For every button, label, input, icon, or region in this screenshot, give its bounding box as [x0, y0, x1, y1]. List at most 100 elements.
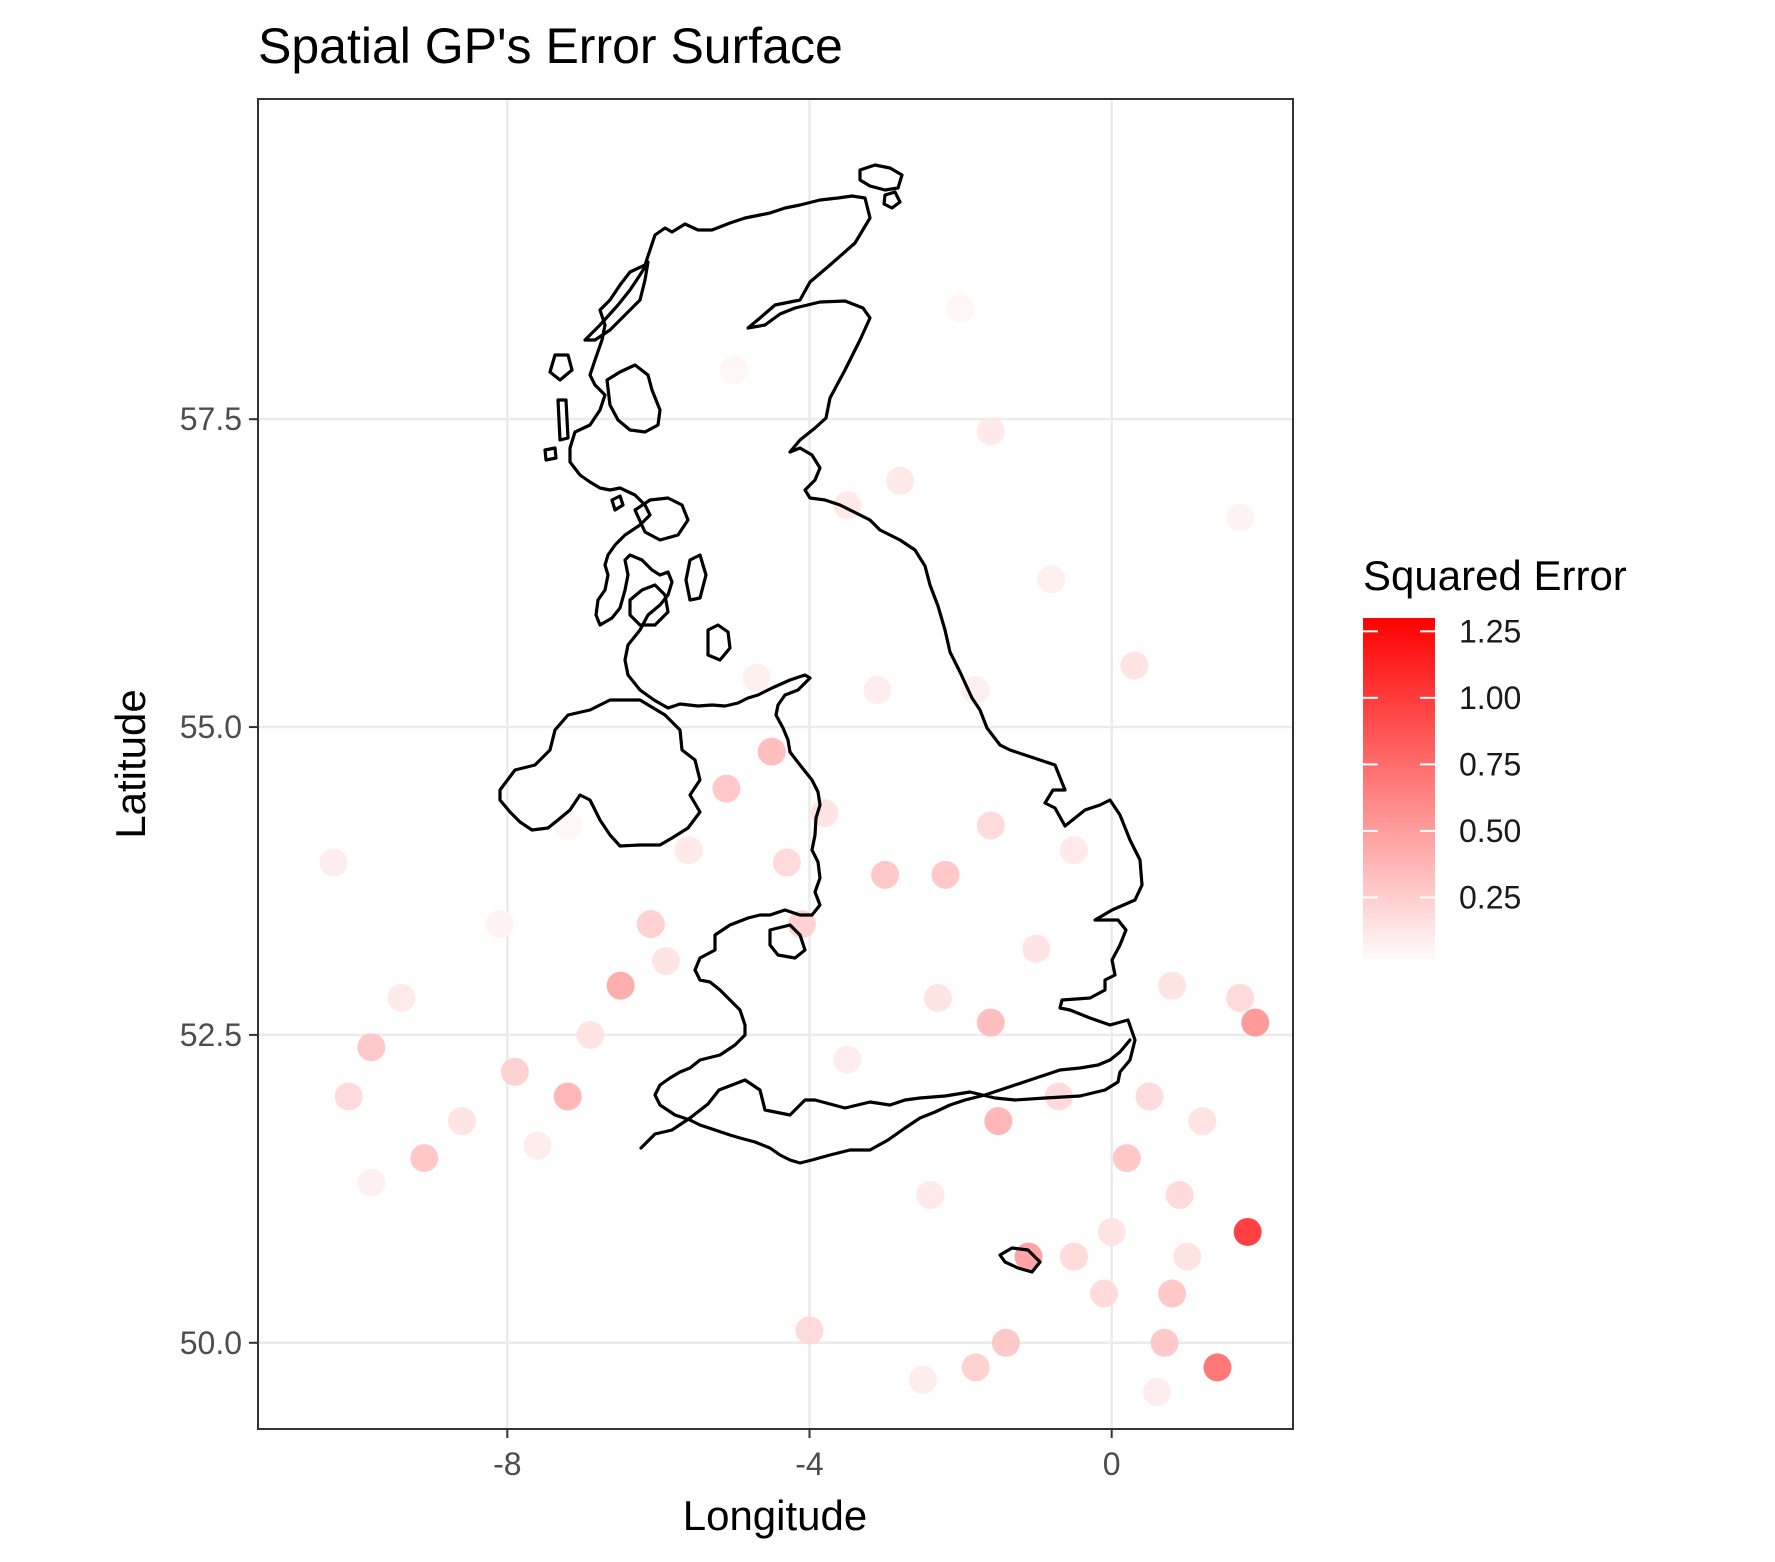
plot-panel: [257, 98, 1294, 1430]
error-point: [410, 1144, 439, 1173]
error-point: [961, 676, 990, 705]
x-tick-label: -8: [493, 1446, 521, 1482]
error-point: [1022, 934, 1051, 963]
error-point: [553, 811, 582, 840]
grid-lines: [258, 99, 1293, 1429]
island-jura: [684, 553, 708, 602]
error-point: [1059, 836, 1088, 865]
error-points: [319, 294, 1270, 1407]
error-point: [553, 1082, 582, 1111]
error-point: [1226, 983, 1255, 1012]
island-lewis: [583, 260, 650, 342]
error-point: [674, 836, 703, 865]
error-point: [357, 1168, 386, 1197]
y-axis: 50.0 52.5 55.0 57.5: [180, 401, 258, 1361]
error-point: [1188, 1107, 1217, 1136]
error-point: [1203, 1353, 1232, 1382]
y-tick-label: 57.5: [180, 401, 242, 437]
legend-tick-label: 1.00: [1459, 680, 1521, 716]
island-northern-ireland: [498, 698, 702, 848]
error-point: [1120, 651, 1149, 680]
error-point: [1233, 1217, 1262, 1246]
island-tiree: [543, 446, 558, 462]
error-point: [1059, 1242, 1088, 1271]
x-tick-label: -4: [795, 1446, 823, 1482]
error-point: [795, 1316, 824, 1345]
error-point: [606, 971, 635, 1000]
island-coll: [610, 494, 625, 512]
great-britain-outline: [568, 194, 1144, 1165]
error-point: [387, 983, 416, 1012]
error-point: [863, 676, 892, 705]
error-point: [712, 774, 741, 803]
island-skye: [605, 363, 662, 434]
chart-title: Spatial GP's Error Surface: [258, 18, 843, 74]
error-point: [1173, 1242, 1202, 1271]
error-point: [1143, 1378, 1172, 1407]
island-barra: [556, 398, 570, 442]
legend-tick-label: 0.50: [1459, 813, 1521, 849]
y-tick-label: 55.0: [180, 709, 242, 745]
error-point: [916, 1181, 945, 1210]
legend-title: Squared Error: [1363, 552, 1627, 599]
error-point: [976, 1008, 1005, 1037]
panel-border: [257, 98, 1294, 1430]
island-anglesey: [768, 923, 807, 960]
legend-tick-label: 1.25: [1459, 613, 1521, 649]
island-shetland-small: [882, 190, 902, 210]
error-point: [1158, 971, 1187, 1000]
error-point: [1150, 1328, 1179, 1357]
error-point: [1090, 1279, 1119, 1308]
error-point: [742, 663, 771, 692]
x-axis: -8 -4 0: [493, 1429, 1121, 1482]
y-tick-label: 52.5: [180, 1017, 242, 1053]
error-point: [485, 910, 514, 939]
error-point: [908, 1365, 937, 1394]
x-axis-title: Longitude: [683, 1492, 868, 1539]
error-point: [984, 1107, 1013, 1136]
island-arran: [706, 623, 732, 662]
legend-tick-label: 0.25: [1459, 879, 1521, 915]
error-point: [719, 355, 748, 384]
error-point: [931, 860, 960, 889]
error-point: [1165, 1181, 1194, 1210]
island-mull: [633, 496, 690, 542]
error-point: [757, 737, 786, 766]
error-point: [334, 1082, 363, 1111]
coastline-outline: [498, 163, 1144, 1274]
island-wight: [998, 1246, 1042, 1274]
island-uist: [548, 353, 574, 382]
error-point: [1097, 1217, 1126, 1246]
error-point: [1112, 1144, 1141, 1173]
error-point: [1241, 1008, 1270, 1037]
error-point: [923, 983, 952, 1012]
error-point: [991, 1328, 1020, 1357]
error-point: [500, 1057, 529, 1086]
error-point: [1037, 565, 1066, 594]
error-point: [772, 848, 801, 877]
error-point: [447, 1107, 476, 1136]
error-point: [1135, 1082, 1164, 1111]
error-point: [651, 947, 680, 976]
error-point: [871, 860, 900, 889]
island-orkney: [858, 163, 904, 192]
error-point: [636, 910, 665, 939]
color-legend: Squared Error 1.25 1.00 0.75 0.50 0.25: [1363, 552, 1627, 964]
error-point: [357, 1033, 386, 1062]
error-point: [1158, 1279, 1187, 1308]
x-tick-label: 0: [1103, 1446, 1121, 1482]
legend-ticks: 1.25 1.00 0.75 0.50 0.25: [1363, 613, 1521, 915]
y-tick-label: 50.0: [180, 1325, 242, 1361]
island-islay: [628, 583, 670, 627]
error-point: [976, 417, 1005, 446]
error-point: [523, 1131, 552, 1160]
error-point: [1226, 503, 1255, 532]
error-point: [319, 848, 348, 877]
legend-tick-label: 0.75: [1459, 746, 1521, 782]
error-point: [576, 1020, 605, 1049]
error-point: [810, 799, 839, 828]
error-point: [976, 811, 1005, 840]
error-point: [886, 466, 915, 495]
y-axis-title: Latitude: [107, 689, 154, 838]
